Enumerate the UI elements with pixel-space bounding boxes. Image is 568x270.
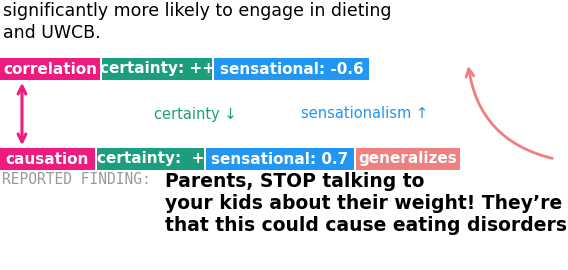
Text: generalizes: generalizes [358,151,457,167]
Text: causation: causation [6,151,89,167]
Text: certainty:  +: certainty: + [97,151,204,167]
Text: certainty ↓: certainty ↓ [154,106,236,122]
Text: certainty: ++: certainty: ++ [99,62,215,76]
Bar [97,148,204,170]
Text: sensational: -0.6: sensational: -0.6 [220,62,364,76]
Text: significantly more likely to engage in dieting: significantly more likely to engage in d… [3,2,391,20]
Text: and UWCB.: and UWCB. [3,24,101,42]
Bar [0,58,100,80]
Text: REPORTED FINDING:: REPORTED FINDING: [2,172,151,187]
Text: sensationalism ↑: sensationalism ↑ [302,106,429,122]
Bar [206,148,354,170]
Bar [102,58,212,80]
Bar [214,58,369,80]
Text: sensational: 0.7: sensational: 0.7 [211,151,349,167]
Bar [356,148,460,170]
Text: correlation: correlation [3,62,97,76]
Bar [0,148,95,170]
Text: Parents, STOP talking to
your kids about their weight! They’re saying
that this : Parents, STOP talking to your kids about… [165,172,568,235]
